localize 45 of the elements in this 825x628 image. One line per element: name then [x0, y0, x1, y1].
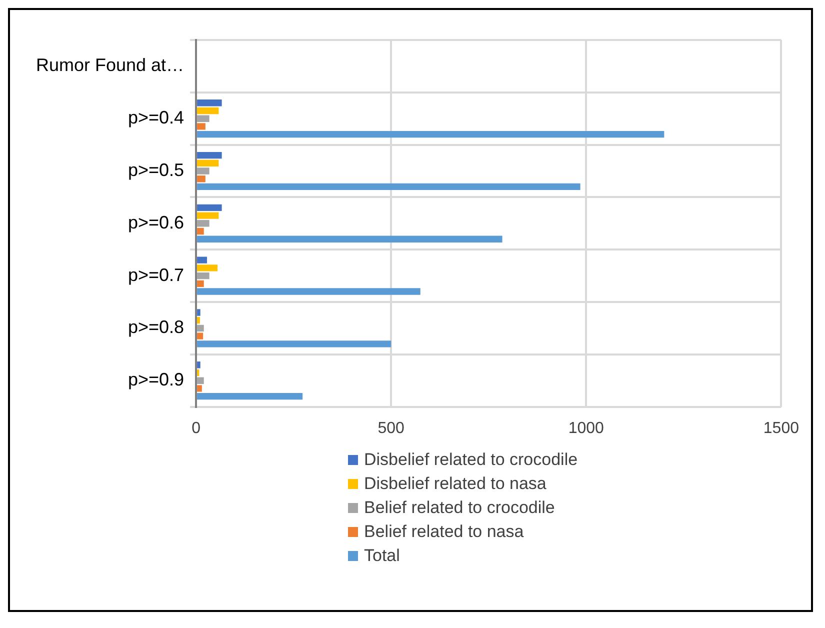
- legend-label: Belief related to nasa: [364, 522, 524, 542]
- bar: [197, 309, 200, 316]
- bar: [197, 107, 219, 114]
- bar: [197, 317, 200, 324]
- bar: [197, 280, 204, 287]
- bar: [197, 340, 392, 348]
- x-tick-label: 0: [192, 420, 201, 437]
- y-tick-label: p>=0.7: [128, 264, 184, 285]
- bar: [197, 264, 218, 272]
- x-tick-label: 500: [378, 420, 405, 437]
- legend-label: Belief related to crocodile: [364, 498, 555, 518]
- legend-label: Disbelief related to nasa: [364, 474, 546, 494]
- y-tick-label: p>=0.4: [128, 108, 184, 128]
- legend-label: Disbelief related to crocodile: [364, 450, 578, 470]
- bar: [197, 272, 210, 280]
- bar: [197, 183, 580, 190]
- bar: [197, 392, 303, 400]
- bar: [197, 385, 202, 392]
- bar: [197, 168, 210, 174]
- bar: [197, 100, 222, 106]
- bar: [197, 362, 200, 368]
- x-tick-label: 1500: [763, 420, 800, 437]
- bar: [197, 130, 664, 138]
- x-tick-label: 1000: [568, 420, 604, 437]
- bar: [197, 152, 222, 159]
- y-tick-label: p>=0.6: [128, 212, 184, 232]
- bar: [197, 377, 204, 384]
- y-tick-label: Rumor Found at…: [36, 55, 184, 76]
- bar: [197, 220, 210, 227]
- bar: [197, 288, 420, 295]
- bar: [197, 236, 502, 242]
- bar: [197, 204, 222, 212]
- y-tick-label: p>=0.9: [128, 370, 184, 390]
- bar: [197, 332, 204, 340]
- y-tick-label: p>=0.8: [128, 317, 184, 338]
- bar: [197, 324, 204, 332]
- bar: [197, 176, 206, 182]
- bar: [197, 160, 219, 166]
- bar: [197, 115, 210, 122]
- bar: [197, 123, 206, 130]
- legend-label: Total: [364, 546, 400, 566]
- bar: [197, 228, 204, 235]
- bar: [197, 256, 207, 264]
- bar: [197, 212, 219, 219]
- y-tick-label: p>=0.5: [128, 160, 184, 180]
